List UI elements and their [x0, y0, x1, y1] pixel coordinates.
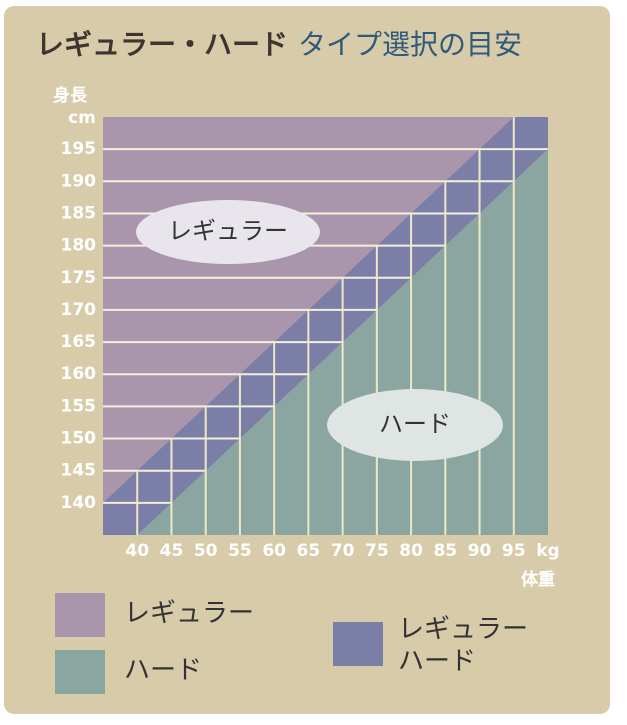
x-tick-label: 55 — [228, 541, 252, 561]
x-tick-label: 80 — [399, 541, 423, 561]
region-label: レギュラー — [168, 217, 288, 245]
y-tick-label: 180 — [61, 236, 97, 256]
x-axis-label: 体重 — [521, 569, 555, 590]
title-main: レギュラー・ハード — [36, 28, 288, 61]
y-unit: cm — [68, 108, 96, 128]
x-tick-label: 70 — [331, 541, 355, 561]
y-tick-label: 185 — [61, 203, 97, 223]
y-tick-label: 175 — [61, 268, 97, 288]
y-tick-label: 155 — [61, 396, 97, 416]
legend-label: レギュラー — [124, 599, 254, 629]
legend-swatch — [55, 593, 105, 637]
x-unit: kg — [536, 541, 559, 561]
x-tick-label: 60 — [262, 541, 286, 561]
region-label-bg — [136, 200, 320, 264]
legend-label: ハード — [398, 647, 476, 677]
y-tick-label: 170 — [61, 300, 97, 320]
y-tick-label: 140 — [61, 493, 97, 513]
x-tick-label: 40 — [125, 541, 149, 561]
x-tick-label: 45 — [160, 541, 184, 561]
y-axis-label: 身長 — [53, 85, 88, 106]
y-tick-label: 150 — [61, 429, 97, 449]
x-tick-label: 75 — [365, 541, 389, 561]
title-accent: タイプ選択の目安 — [298, 28, 522, 61]
x-tick-label: 65 — [297, 541, 321, 561]
legend-label: レギュラー — [398, 615, 528, 645]
y-tick-label: 190 — [61, 171, 97, 191]
y-tick-label: 145 — [61, 461, 97, 481]
y-tick-label: 165 — [61, 332, 97, 352]
y-tick-label: 195 — [61, 139, 97, 159]
region-label: ハード — [379, 410, 451, 438]
y-tick-label: 160 — [61, 364, 97, 384]
legend-swatch — [333, 622, 383, 666]
legend-label: ハード — [124, 656, 202, 686]
legend-swatch — [55, 650, 105, 694]
x-tick-label: 85 — [433, 541, 457, 561]
x-tick-label: 50 — [194, 541, 218, 561]
chart-title: レギュラー・ハード タイプ選択の目安 — [36, 28, 522, 61]
region-label-bg — [327, 389, 503, 461]
x-tick-label: 90 — [468, 541, 492, 561]
x-tick-label: 95 — [502, 541, 526, 561]
